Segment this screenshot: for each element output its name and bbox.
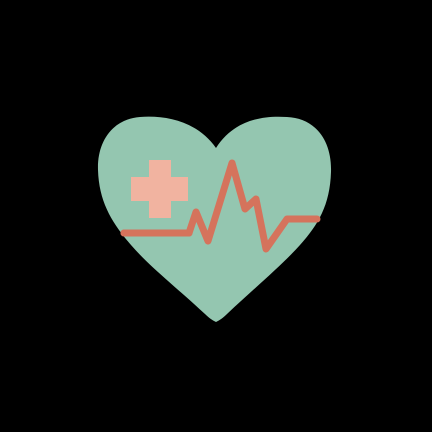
heartbeat-pulse-line: [120, 159, 321, 253]
medical-cross-icon: [131, 160, 188, 218]
